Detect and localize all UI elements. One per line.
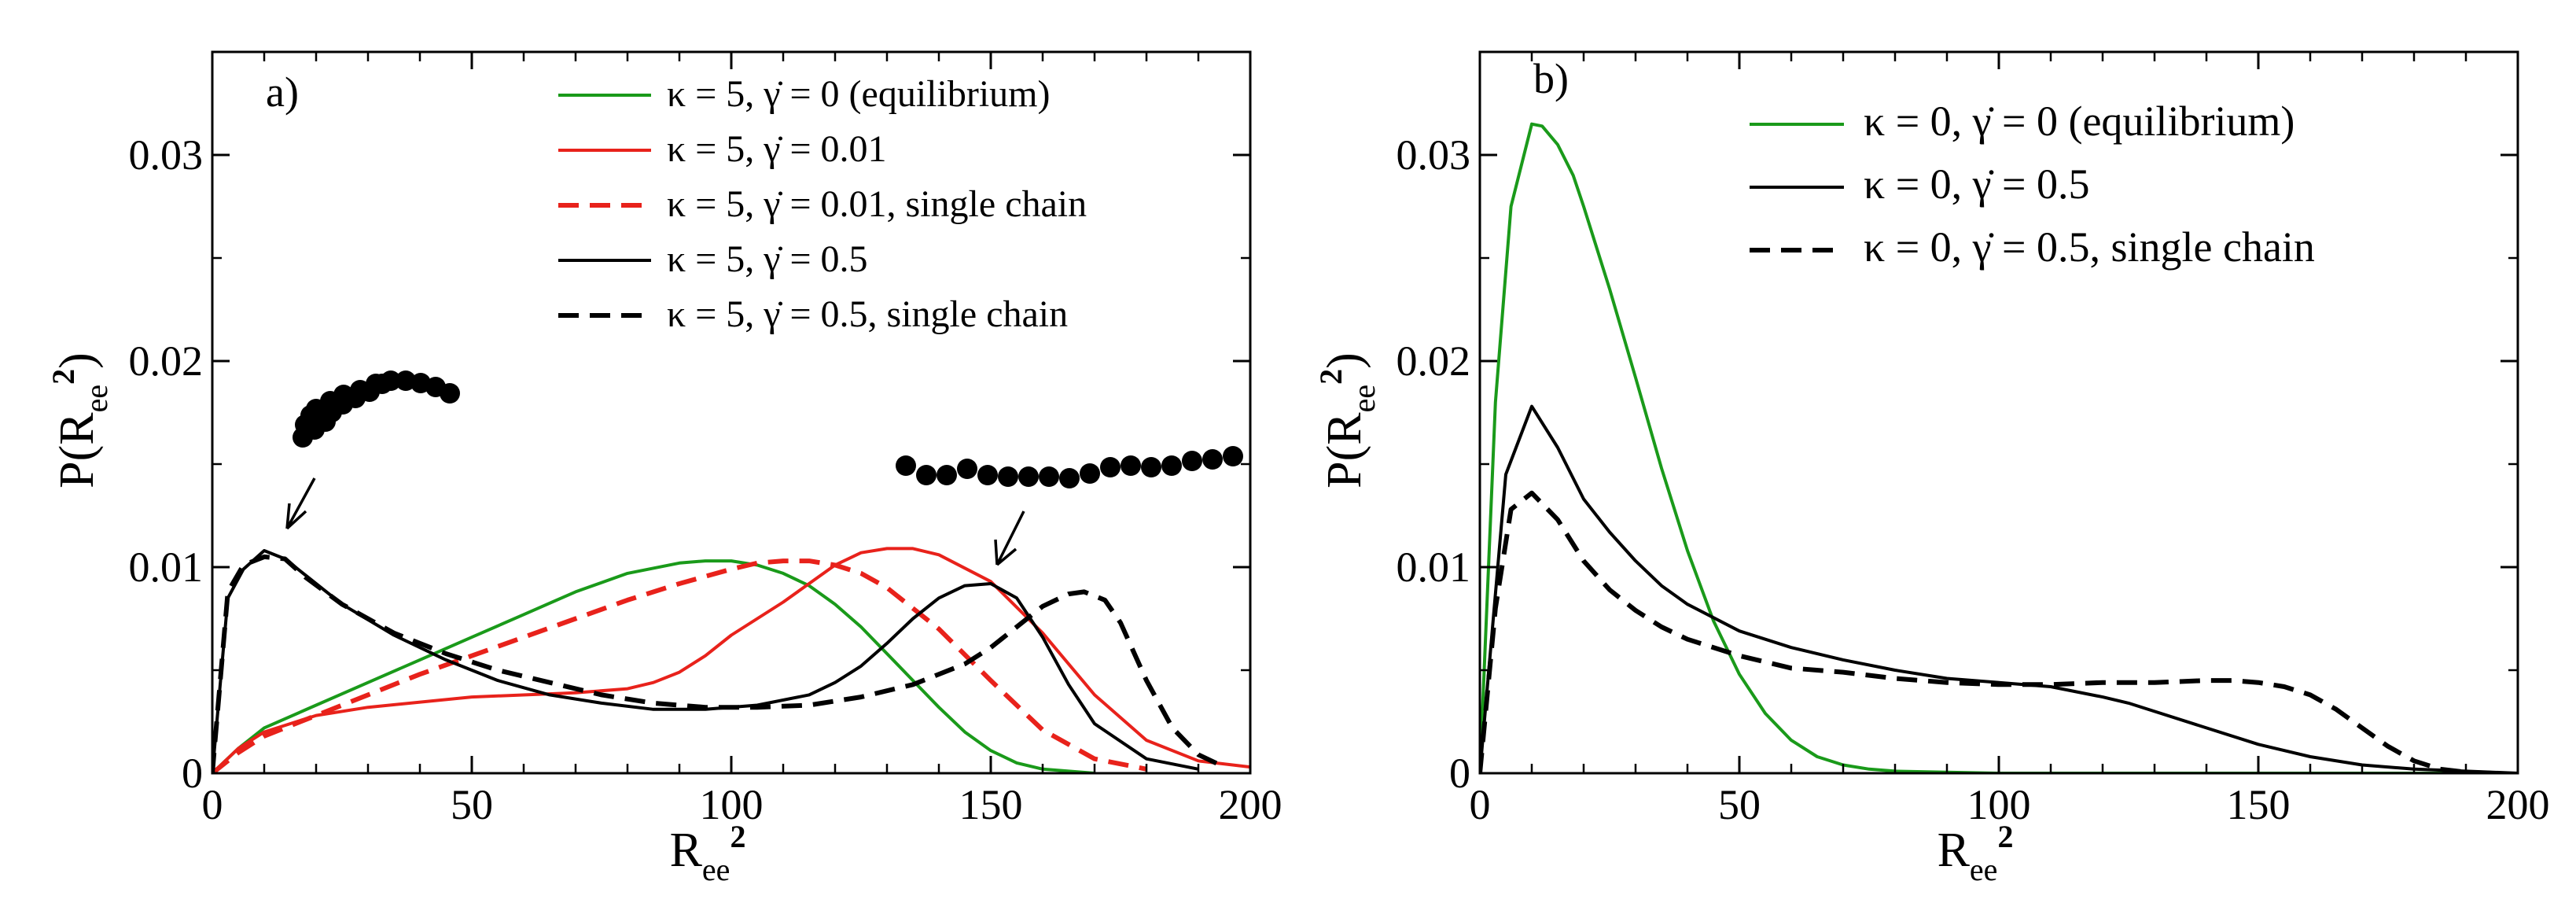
axis-label-main: R — [670, 824, 703, 877]
chain-bead — [957, 459, 977, 479]
legend-entry: κ = 0, γ̇ = 0.5 — [1864, 160, 2089, 208]
chain-bead — [1121, 455, 1141, 476]
plot-area — [212, 547, 1250, 773]
chain-bead — [1223, 446, 1243, 466]
legend: κ = 0, γ̇ = 0 (equilibrium) κ = 0, γ̇ = 0… — [1750, 98, 2315, 271]
legend-entry: κ = 5, γ̇ = 0.01, single chain — [667, 183, 1087, 225]
series-line-1-2 — [1480, 490, 2493, 773]
y-axis-label: P(Ree2) — [46, 352, 114, 488]
chain-bead — [937, 465, 957, 485]
stretched-chain-illustration — [896, 446, 1243, 488]
axis-label-main: R — [1938, 824, 1971, 877]
chain-bead — [1039, 466, 1059, 487]
x-tick-label: 50 — [451, 781, 493, 828]
y-axis-label: P(Ree2) — [1313, 352, 1382, 488]
series-line-1-1 — [1480, 404, 2518, 773]
x-tick-label: 150 — [959, 781, 1023, 828]
x-tick-label: 100 — [1967, 781, 2031, 828]
legend: κ = 5, γ̇ = 0 (equilibrium) κ = 5, γ̇ = 0… — [558, 73, 1087, 335]
legend-entry: κ = 5, γ̇ = 0.5, single chain — [667, 293, 1068, 335]
axis-label-sup: 2 — [1997, 819, 2013, 854]
axis-label-sub: ee — [1970, 852, 1998, 887]
y-tick-label: 0 — [182, 750, 203, 797]
chain-bead — [998, 466, 1018, 487]
series-line-0-3 — [212, 549, 1199, 773]
axis-label-prefix: P(R — [50, 412, 104, 488]
y-tick-label: 0.03 — [129, 131, 204, 179]
chain-bead — [1161, 455, 1182, 476]
chain-bead — [977, 465, 998, 485]
axis-label-sup: 2 — [46, 369, 81, 385]
series-line-0-1 — [212, 547, 1250, 773]
x-tick-label: 150 — [2227, 781, 2291, 828]
plot-area — [1480, 122, 2518, 773]
legend-entry: κ = 5, γ̇ = 0.5 — [667, 238, 868, 280]
chain-bead — [1100, 457, 1121, 477]
axis-label-sub: ee — [79, 385, 114, 413]
y-tick-label: 0.01 — [1397, 544, 1471, 591]
x-tick-label: 0 — [1470, 781, 1491, 828]
chain-bead — [381, 370, 401, 391]
chain-bead — [350, 380, 370, 400]
x-tick-label: 200 — [1219, 781, 1282, 828]
y-tick-label: 0.02 — [1397, 337, 1471, 385]
x-tick-label: 200 — [2486, 781, 2550, 828]
y-tick-label: 0.02 — [129, 337, 204, 385]
chain-bead — [896, 455, 916, 476]
chain-bead — [1018, 466, 1039, 487]
y-tick-label: 0.03 — [1397, 131, 1471, 179]
coiled-chain-illustration — [293, 370, 460, 448]
chain-bead — [300, 405, 321, 426]
chain-bead — [1182, 451, 1202, 471]
arrow-coiled — [285, 477, 316, 530]
y-tick-label: 0.01 — [129, 544, 204, 591]
axis-label-suffix: ) — [50, 352, 104, 369]
legend-entry: κ = 0, γ̇ = 0.5, single chain — [1864, 223, 2315, 271]
chain-bead — [916, 465, 937, 485]
chain-bead — [440, 383, 460, 404]
legend-entry: κ = 0, γ̇ = 0 (equilibrium) — [1864, 98, 2294, 145]
axis-label-sub: ee — [702, 852, 730, 887]
x-axis-label: Ree2 — [670, 819, 746, 887]
chain-bead — [1141, 457, 1161, 477]
x-axis-label: Ree2 — [1938, 819, 2014, 887]
legend-entry: κ = 5, γ̇ = 0 (equilibrium) — [667, 73, 1050, 115]
panel-b-chart: 0 50 100 150 20000.010.020.03Ree2P(Ree2)b)κ … — [1313, 50, 2550, 887]
arrow-stretched — [994, 510, 1025, 566]
y-tick-label: 0 — [1449, 750, 1470, 797]
x-tick-label: 100 — [700, 781, 764, 828]
chain-bead — [1059, 468, 1080, 488]
chain-bead — [1080, 463, 1100, 484]
axis-label-sup: 2 — [730, 819, 745, 854]
panel-label: a) — [266, 68, 299, 116]
axis-label-sup: 2 — [1313, 369, 1349, 385]
axis-label-sub: ee — [1346, 385, 1382, 413]
axis-label-prefix: P(R — [1318, 412, 1371, 488]
panel-label: b) — [1533, 55, 1569, 102]
chain-bead — [1202, 449, 1223, 470]
x-tick-label: 0 — [202, 781, 223, 828]
series-line-1-0 — [1480, 122, 2518, 773]
legend-entry: κ = 5, γ̇ = 0.01 — [667, 128, 887, 170]
x-tick-label: 50 — [1718, 781, 1761, 828]
axis-label-suffix: ) — [1318, 352, 1371, 369]
series-line-0-4 — [212, 554, 1226, 773]
chain-bead — [333, 385, 354, 405]
